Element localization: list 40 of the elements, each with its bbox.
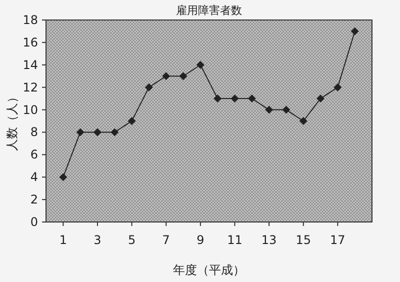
x-tick-label: 7 [162, 233, 170, 247]
y-tick-label: 6 [30, 148, 38, 162]
point [282, 106, 290, 114]
x-tick-label: 9 [196, 233, 204, 247]
point [248, 94, 256, 103]
x-tick-label: 13 [261, 233, 277, 247]
point [128, 117, 136, 125]
x-tick-label: 5 [128, 233, 136, 247]
chart-title: 雇用障害者数 [176, 4, 242, 17]
point [76, 128, 84, 136]
point [299, 117, 308, 125]
y-axis-title: 人数（人） [5, 91, 19, 151]
y-tick-label: 16 [22, 35, 38, 50]
point [316, 94, 325, 103]
point [144, 83, 153, 92]
point [334, 83, 342, 92]
y-tick-label: 0 [30, 215, 38, 229]
y-tick-label: 12 [22, 80, 38, 94]
point [162, 72, 170, 80]
point [179, 72, 188, 80]
point [350, 27, 359, 36]
y-tick-label: 2 [30, 192, 38, 207]
point [230, 94, 239, 103]
y-tick-label: 18 [22, 13, 38, 27]
point [110, 128, 119, 136]
y-tick-label: 10 [22, 102, 38, 117]
point [59, 173, 68, 182]
x-tick-label: 3 [94, 233, 102, 247]
point [93, 128, 102, 136]
y-tick-label: 8 [30, 125, 38, 140]
x-tick-label: 1 [59, 233, 67, 247]
x-axis-title: 年度（平成） [173, 263, 245, 277]
x-tick-label: 11 [227, 233, 242, 247]
point [265, 106, 274, 114]
y-tick-label: 4 [30, 170, 38, 184]
x-tick-label: 17 [330, 233, 346, 247]
x-tick-label: 15 [296, 233, 312, 247]
y-tick-label: 14 [22, 58, 38, 72]
point [196, 60, 204, 69]
point [214, 94, 222, 103]
